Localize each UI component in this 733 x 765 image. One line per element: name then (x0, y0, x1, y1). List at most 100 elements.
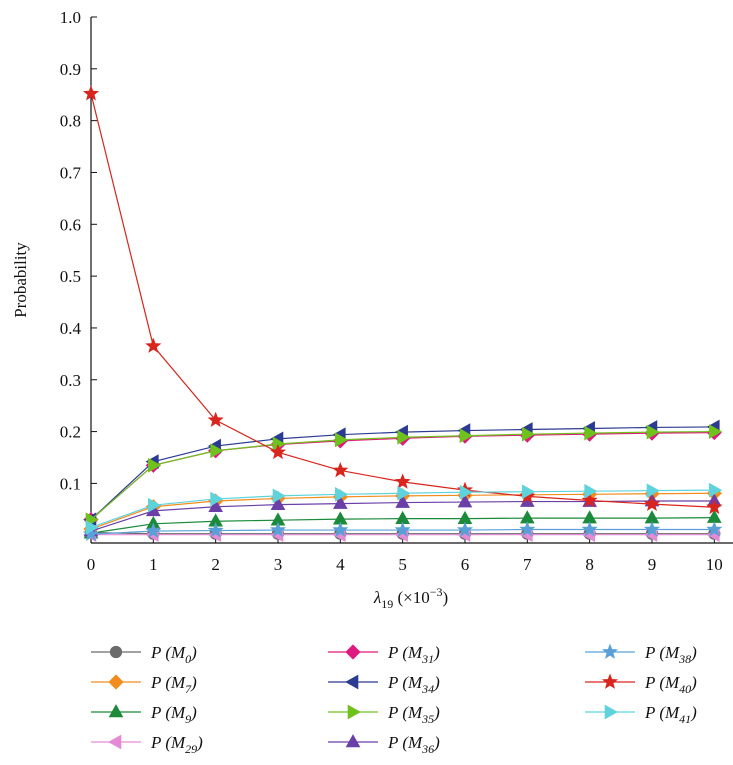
series-6-point (584, 425, 598, 441)
series-9-point (394, 473, 411, 489)
y-tick-label: 0.8 (60, 112, 81, 131)
series (82, 85, 723, 543)
legend-label: P (M7) (150, 673, 197, 696)
x-tick-label: 9 (648, 555, 657, 574)
series-6-point (148, 457, 162, 473)
x-axis-title: λ19 (×10−3) (373, 585, 448, 611)
y-tick-label: 0.7 (60, 163, 82, 182)
y-tick-label: 0.3 (60, 371, 81, 390)
legend-item: P (M29) (91, 733, 203, 756)
series-8-point (581, 521, 598, 537)
y-tick-label: 0.4 (60, 319, 82, 338)
legend-item: P (M0) (91, 643, 197, 666)
series-8-point (207, 522, 224, 538)
series-8-point (519, 521, 536, 537)
series-7-point (270, 496, 286, 510)
legend-label: P (M29) (150, 733, 203, 756)
series-6-point (646, 424, 660, 440)
series-7-point (208, 498, 223, 513)
series-8 (82, 521, 723, 542)
legend-marker (109, 645, 123, 659)
series-10-point (709, 482, 723, 498)
series-7-point (457, 494, 473, 508)
x-tick-label: 2 (211, 555, 220, 574)
series-10-point (85, 520, 99, 535)
legend-marker (601, 643, 619, 659)
legend-marker (345, 734, 361, 748)
series-8-point (643, 521, 661, 537)
legend-marker (345, 644, 361, 660)
series-8-point (456, 521, 474, 537)
y-axis-title: Probability (11, 242, 30, 318)
series-10-point (459, 484, 473, 500)
x-tick-label: 1 (149, 555, 158, 574)
series-10-point (210, 491, 224, 507)
x-tick-label: 6 (461, 555, 470, 574)
series-8-point (706, 521, 723, 537)
series-9-point (643, 495, 661, 511)
series-9-point (207, 411, 224, 428)
series-2-point (706, 509, 722, 523)
ticks: 0.1 0.2 0.3 0.4 0.5 0.6 0.7 0.8 0.9 1.0 0 1 2 3 4 5 6 7 8 9… (60, 8, 723, 574)
x-tick-label: 8 (585, 555, 594, 574)
x-axis-symbol: λ (373, 588, 381, 607)
x-axis-unit: (×10 (393, 588, 430, 607)
x-axis-subscript: 19 (381, 597, 393, 611)
legend-label: P (M36) (387, 733, 440, 756)
series-7-point (332, 495, 348, 509)
legend-marker (108, 734, 122, 750)
legend-label: P (M41) (644, 703, 697, 726)
x-axis-exponent: −3 (430, 585, 443, 599)
legend-item: P (M36) (328, 733, 440, 756)
legend-item: P (M40) (585, 673, 697, 696)
x-tick-label: 5 (398, 555, 407, 574)
legend-label: P (M38) (644, 643, 697, 666)
series-10-point (584, 483, 598, 499)
y-tick-label: 0.5 (60, 267, 81, 286)
x-tick-label: 10 (706, 555, 723, 574)
legend-item: P (M9) (91, 703, 197, 726)
series-10-point (397, 485, 411, 501)
legend-label: P (M31) (387, 643, 440, 666)
series-10 (85, 482, 723, 535)
y-tick-label: 0.1 (60, 474, 81, 493)
series-9-point (82, 85, 100, 101)
series-9-point (332, 461, 349, 478)
series-6-point (335, 432, 349, 448)
series-6-point (459, 428, 473, 444)
series-8-point (394, 521, 411, 537)
x-tick-label: 7 (523, 555, 532, 574)
legend-marker (604, 704, 618, 720)
legend-item: P (M34) (328, 673, 440, 696)
legend-label: P (M35) (387, 703, 440, 726)
series-10-point (335, 486, 349, 502)
series-7 (83, 493, 722, 537)
x-axis-close: ) (442, 588, 448, 607)
series-10-point (522, 484, 536, 500)
series-9-point (706, 498, 723, 515)
series-6-point (397, 429, 411, 445)
y-tick-label: 0.2 (60, 423, 81, 442)
legend-label: P (M0) (150, 643, 197, 666)
series-9-point (145, 337, 162, 353)
y-tick-label: 1.0 (60, 8, 81, 27)
legend: P (M0) P (M7) P (M9) P (M29) P (M31) P (M34) P… (91, 643, 697, 756)
series-6-point (210, 443, 224, 459)
axes (90, 17, 733, 544)
series-8-point (269, 521, 287, 537)
legend-marker (347, 704, 361, 720)
series-9 (82, 85, 723, 515)
series-8-point (145, 522, 162, 538)
series-10-point (272, 488, 286, 504)
legend-item: P (M7) (91, 673, 197, 696)
y-tick-label: 0.9 (60, 60, 81, 79)
series-2 (83, 509, 722, 539)
legend-label: P (M9) (150, 703, 197, 726)
series-6-point (709, 424, 723, 439)
series-9-point (269, 443, 287, 460)
x-tick-label: 0 (87, 555, 96, 574)
legend-label: P (M40) (644, 673, 697, 696)
series-10-point (646, 483, 660, 498)
legend-item: P (M38) (585, 643, 697, 666)
